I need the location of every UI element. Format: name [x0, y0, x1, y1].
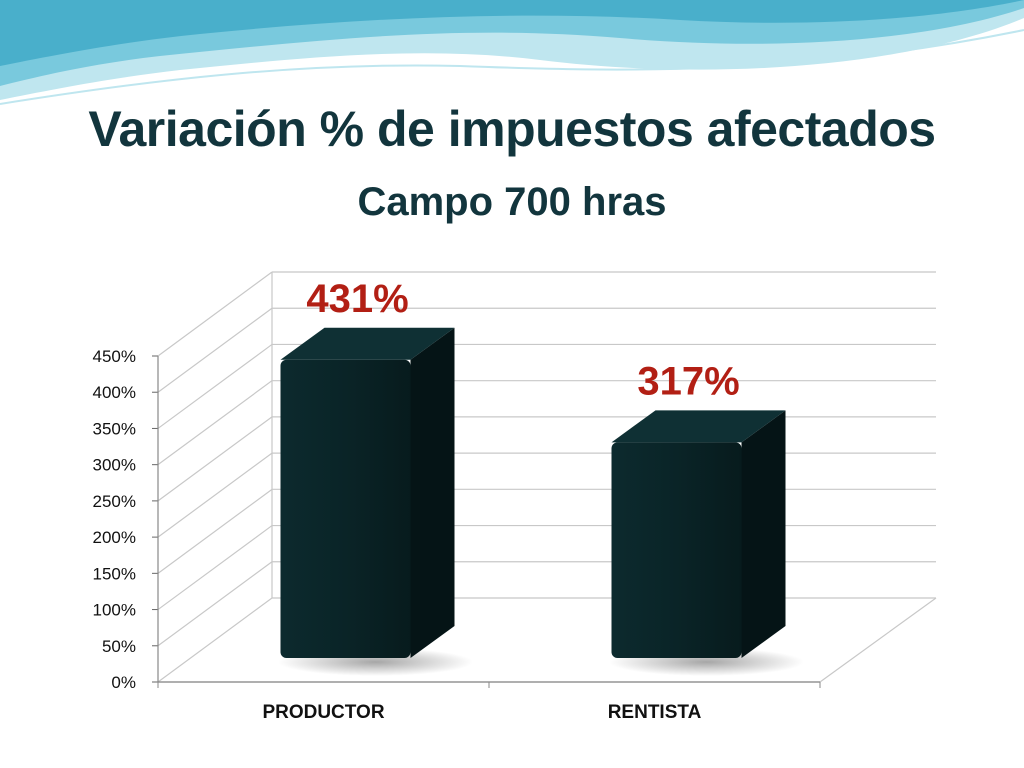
bar-top-rentista	[611, 410, 786, 443]
axis-layer: 0% 50% 100% 150% 200% 250% 300% 350% 400% 450%	[93, 347, 821, 692]
bar-rentista	[611, 442, 742, 658]
wave-dark	[0, 0, 1024, 66]
gridline-side	[157, 343, 273, 429]
data-label: 431%	[306, 277, 408, 321]
y-tick-label: 50%	[102, 637, 136, 656]
gridline-side	[157, 597, 273, 683]
bar-top-productor	[280, 327, 455, 360]
y-tick-label: 300%	[93, 456, 136, 475]
data-label: 317%	[637, 359, 739, 403]
y-tick-label: 400%	[93, 383, 136, 402]
y-tick-label: 450%	[93, 347, 136, 366]
bar-side-productor	[410, 327, 455, 658]
slide-subtitle: Campo 700 hras	[357, 180, 667, 224]
gridline-side	[157, 271, 273, 357]
gridline-side	[157, 452, 273, 538]
gridline-side	[157, 416, 273, 502]
y-tick-label: 0%	[111, 673, 136, 692]
y-tick-label: 250%	[93, 492, 136, 511]
bar-side-rentista	[741, 410, 786, 658]
bar-layer	[278, 327, 804, 676]
gridline-side	[157, 307, 273, 393]
gridline-side	[157, 488, 273, 574]
x-tick-label: RENTISTA	[608, 702, 702, 723]
slide-title: Variación % de impuestos afectados	[88, 101, 936, 157]
y-tick-label: 100%	[93, 601, 136, 620]
x-tick-label: PRODUCTOR	[262, 702, 384, 723]
floor-outline	[158, 597, 937, 683]
gridline-side	[157, 525, 273, 611]
gridline-side	[157, 561, 273, 647]
wave-line	[0, 29, 1024, 105]
y-tick-label: 200%	[93, 528, 136, 547]
label-layer: 431% PRODUCTOR 317% RENTISTA	[262, 277, 739, 723]
header-wave-decoration	[0, 0, 1024, 105]
gridline-side	[157, 380, 273, 466]
bar-productor	[280, 359, 411, 658]
y-tick-label: 350%	[93, 419, 136, 438]
y-tick-label: 150%	[93, 564, 136, 583]
grid-layer	[157, 271, 937, 683]
